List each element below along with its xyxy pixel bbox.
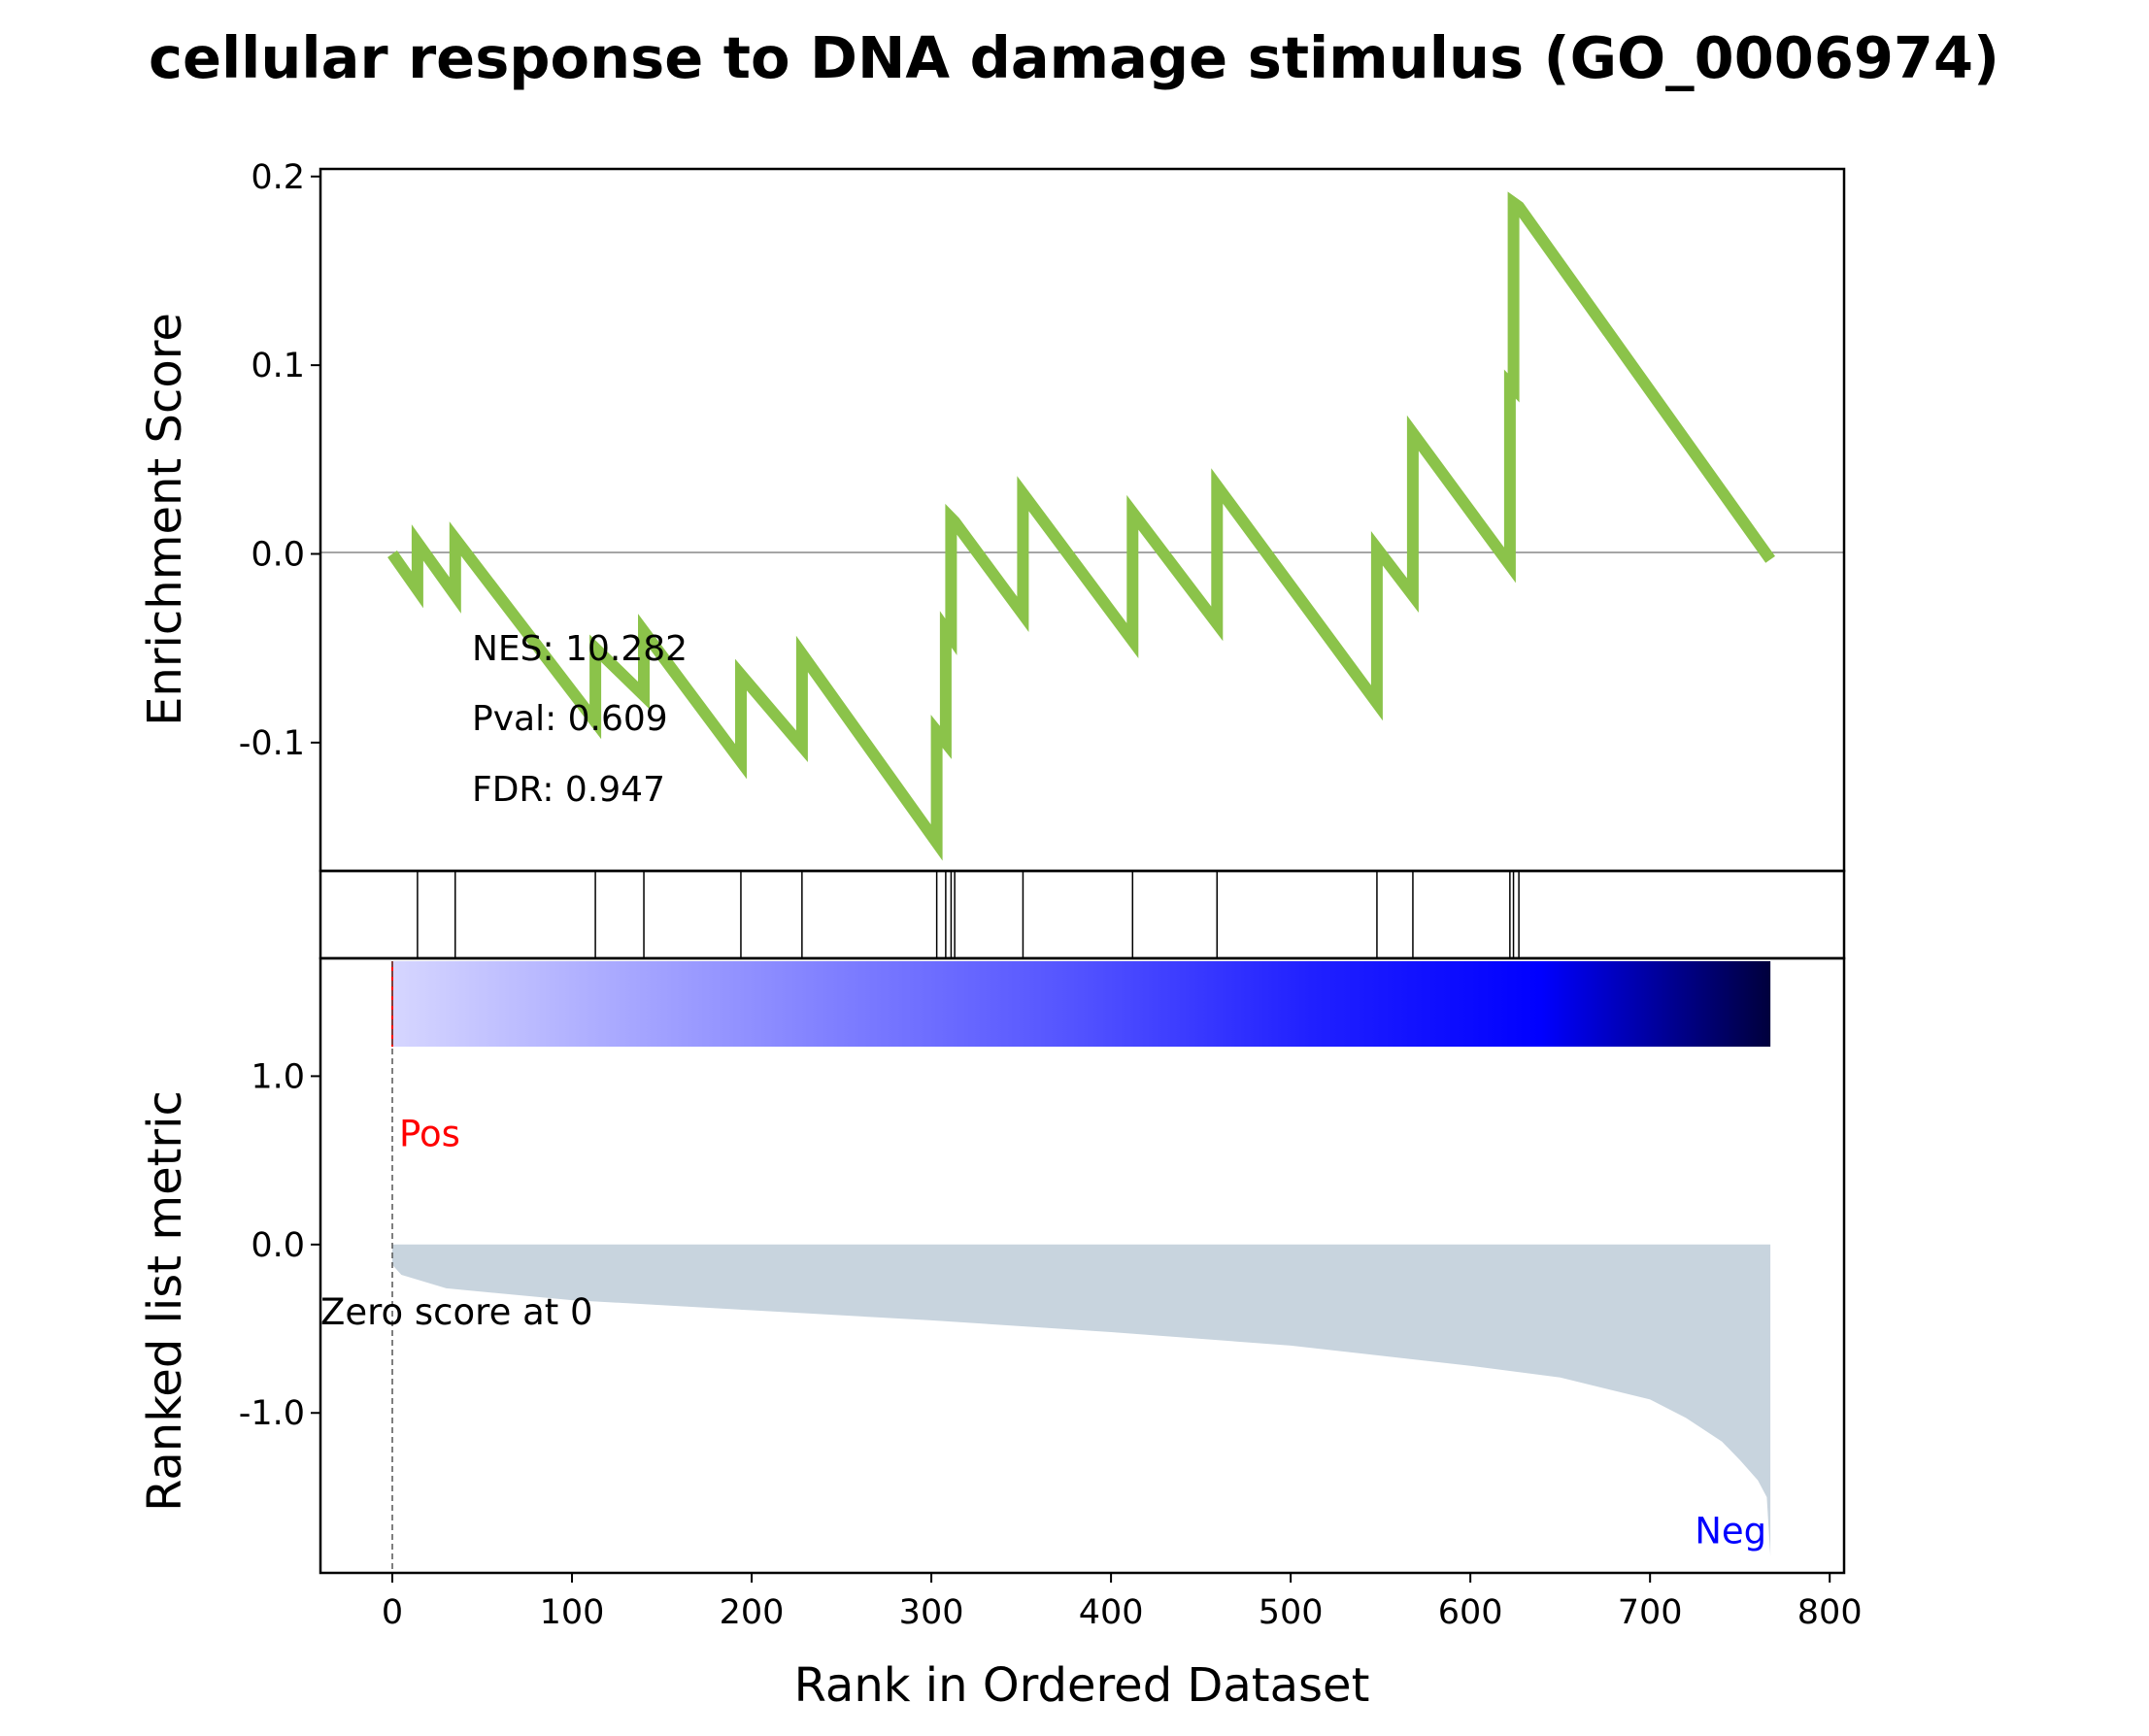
ranked-y-tick-label: 1.0 [251, 1057, 305, 1096]
enrichment-y-axis-label: Enrichment Score [138, 313, 192, 726]
ranked-y-tick-label: 0.0 [251, 1226, 305, 1265]
hits-frame [319, 869, 1846, 960]
x-tick-label: 400 [1079, 1593, 1144, 1632]
enrichment-panel: 0.2 0.1 0.0 -0.1 NES: 10.282 Pval: 0.609 FD… [138, 158, 1846, 873]
x-tick-label: 700 [1618, 1593, 1683, 1632]
pval-label: Pval: 0.609 [472, 699, 668, 739]
neg-label: Neg [1695, 1511, 1766, 1552]
chart-title: cellular response to DNA damage stimulus… [149, 24, 1999, 91]
ranked-metric-panel: Pos Neg Zero score at 0 1.0 0.0 -1.0 0 100 2… [138, 956, 1863, 1632]
ranked-y-axis-label: Ranked list metric [138, 1090, 192, 1512]
nes-label: NES: 10.282 [472, 629, 688, 669]
enrichment-y-tick-label: 0.1 [251, 347, 305, 385]
hit-lines [417, 871, 1520, 958]
hits-panel [319, 869, 1846, 960]
x-tick-label: 300 [899, 1593, 964, 1632]
zero-score-label: Zero score at 0 [320, 1291, 593, 1333]
enrichment-y-tick-label: 0.0 [251, 535, 305, 574]
enrichment-y-tick-label: 0.2 [251, 158, 305, 197]
ranked-plot-frame [319, 956, 1846, 1575]
ranked-metric-area [392, 1244, 1771, 1556]
x-tick-label: 200 [720, 1593, 785, 1632]
x-axis-label: Rank in Ordered Dataset [794, 1658, 1370, 1713]
x-tick-label: 600 [1438, 1593, 1503, 1632]
x-tick-label: 100 [540, 1593, 605, 1632]
pos-label: Pos [399, 1113, 460, 1154]
fdr-label: FDR: 0.947 [472, 770, 665, 810]
ranked-y-ticks: 1.0 0.0 -1.0 [239, 1057, 320, 1433]
rank-colorbar [392, 961, 1771, 1047]
enrichment-plot-frame [319, 167, 1846, 873]
x-tick-label: 800 [1797, 1593, 1863, 1632]
x-ticks: 0 100 200 300 400 500 600 700 800 [382, 1573, 1863, 1632]
x-tick-label: 500 [1259, 1593, 1324, 1632]
x-tick-label: 0 [382, 1593, 403, 1632]
enrichment-y-ticks: 0.2 0.1 0.0 -0.1 [239, 158, 320, 763]
enrichment-score-line [387, 191, 1775, 861]
ranked-y-tick-label: -1.0 [239, 1394, 305, 1433]
enrichment-y-tick-label: -0.1 [239, 724, 305, 763]
